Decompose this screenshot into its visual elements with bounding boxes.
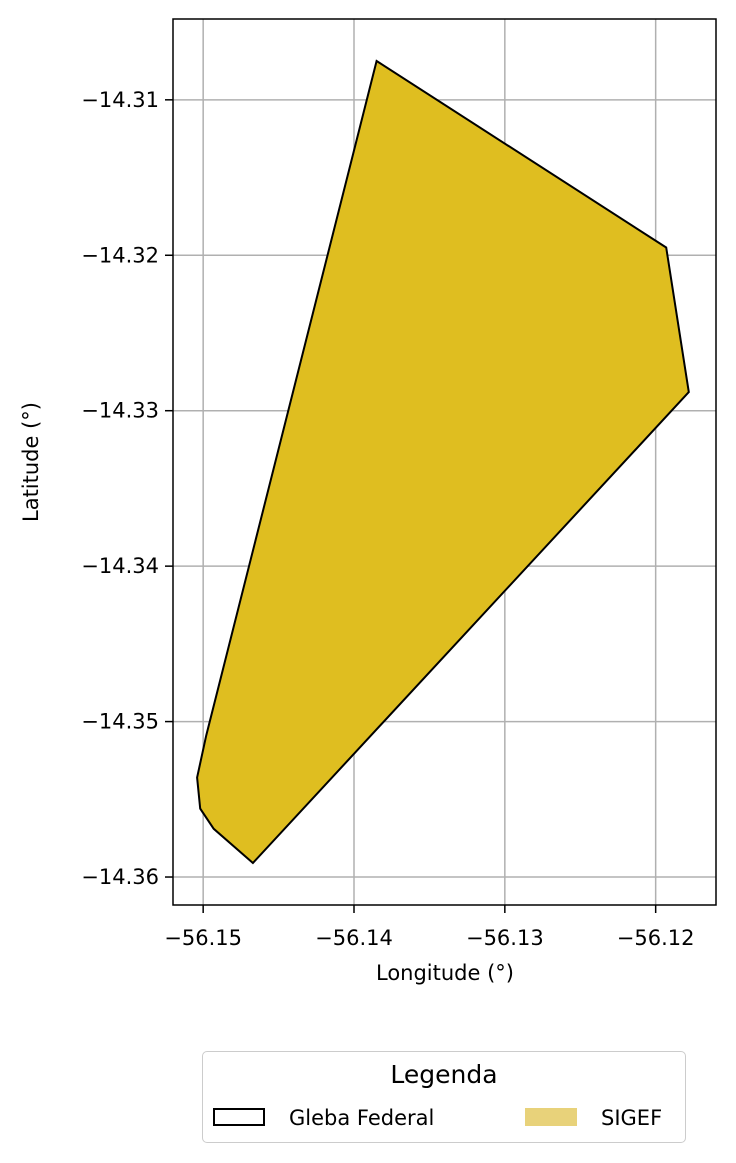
legend: Legenda Gleba Federal SIGEF bbox=[202, 1051, 686, 1143]
y-tick-label: −14.33 bbox=[81, 399, 159, 423]
legend-title: Legenda bbox=[390, 1060, 498, 1089]
y-tick-label: −14.32 bbox=[81, 243, 159, 267]
y-tick-label: −14.31 bbox=[81, 88, 159, 112]
x-tick-label: −56.12 bbox=[617, 926, 695, 950]
y-tick-label: −14.36 bbox=[81, 865, 159, 889]
y-axis-ticks: −14.31 −14.32 −14.33 −14.34 −14.35 −14.36 bbox=[81, 88, 173, 889]
sigef-polygon bbox=[196, 59, 690, 865]
y-tick-label: −14.35 bbox=[81, 710, 159, 734]
x-tick-label: −56.15 bbox=[164, 926, 242, 950]
y-tick-label: −14.34 bbox=[81, 554, 159, 578]
legend-swatch-sigef bbox=[525, 1108, 577, 1126]
x-axis-ticks: −56.15 −56.14 −56.13 −56.12 bbox=[164, 905, 695, 950]
plot-frame bbox=[172, 18, 717, 906]
map-chart: −56.15 −56.14 −56.13 −56.12 −14.31−14.32−14… bbox=[19, 18, 717, 985]
y-axis-label: Latitude (°) bbox=[19, 402, 43, 522]
x-axis-label: Longitude (°) bbox=[376, 961, 514, 985]
legend-label-sigef: SIGEF bbox=[601, 1106, 663, 1130]
legend-label-gleba-federal: Gleba Federal bbox=[289, 1106, 435, 1130]
x-tick-label: −56.14 bbox=[315, 926, 393, 950]
x-tick-label: −56.13 bbox=[466, 926, 544, 950]
legend-swatch-gleba-federal bbox=[213, 1108, 265, 1126]
